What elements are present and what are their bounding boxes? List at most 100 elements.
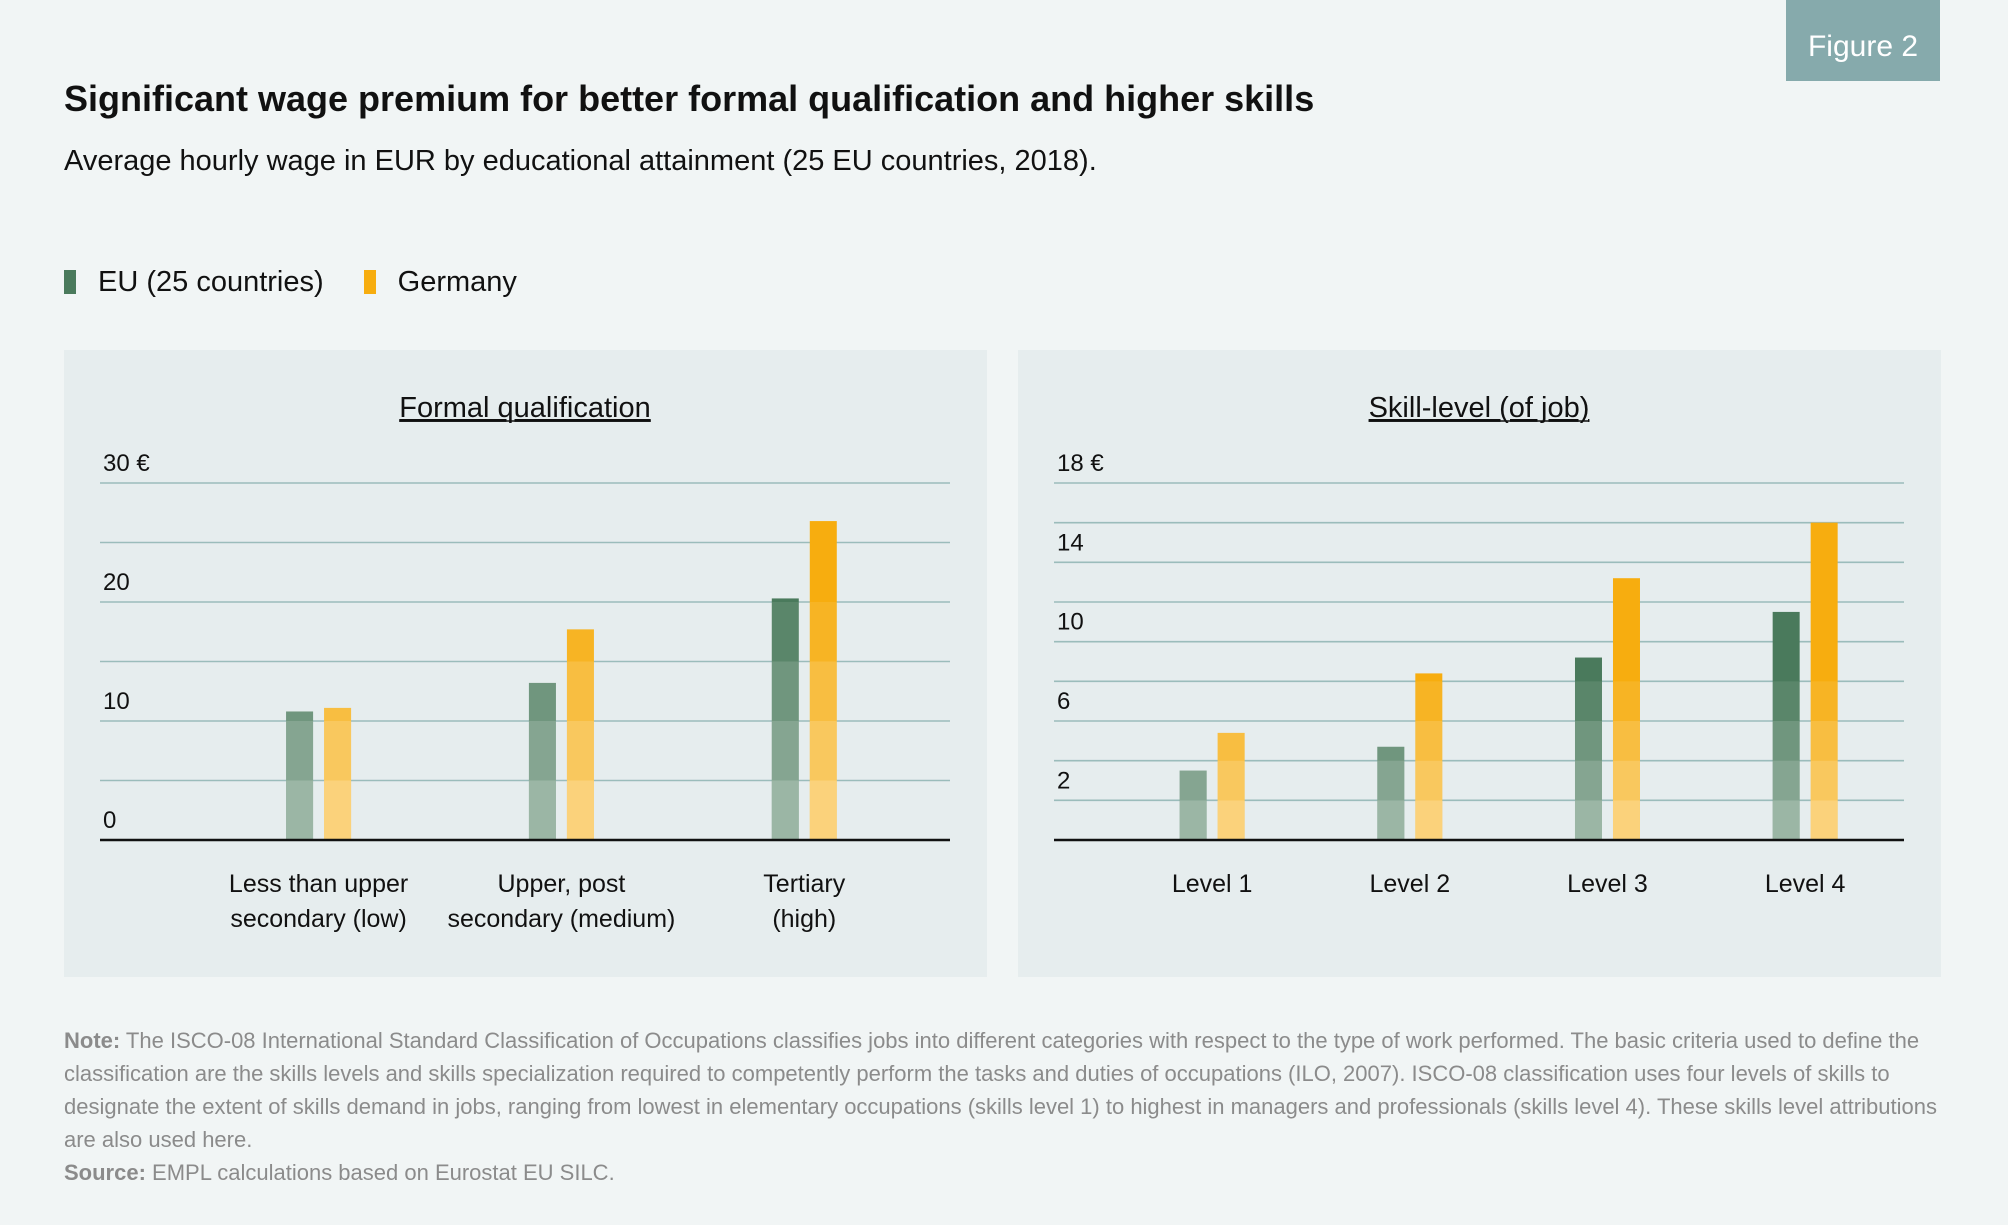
bar-shade bbox=[528, 721, 556, 781]
bar-shade bbox=[1179, 800, 1207, 840]
bar-shade bbox=[566, 721, 594, 781]
legend-label-eu: EU (25 countries) bbox=[98, 265, 324, 298]
note-text: The ISCO-08 International Standard Class… bbox=[64, 1028, 1937, 1152]
bar-germany-formal-3 bbox=[809, 521, 837, 840]
bar-fill bbox=[324, 707, 352, 840]
y-tick-label: 10 bbox=[1057, 609, 1084, 636]
category-label: Level 1 bbox=[1172, 870, 1253, 898]
bar-shade bbox=[1574, 721, 1602, 761]
bar-fill bbox=[1415, 673, 1443, 840]
bar-fill bbox=[1612, 578, 1640, 840]
bar-shade bbox=[809, 780, 837, 840]
bar-fill bbox=[771, 598, 799, 840]
y-tick-label: 2 bbox=[1057, 767, 1070, 794]
bar-shade bbox=[1612, 800, 1640, 840]
category-label: secondary (low) bbox=[230, 905, 406, 933]
bar-shade bbox=[809, 602, 837, 662]
bar-shade bbox=[809, 721, 837, 781]
bar-shade bbox=[324, 721, 352, 781]
bar-shade bbox=[324, 780, 352, 840]
category-label: Level 4 bbox=[1765, 870, 1846, 898]
bar-fill bbox=[1574, 657, 1602, 840]
chart-title: Significant wage premium for better form… bbox=[64, 78, 1315, 119]
bar-shade bbox=[1612, 721, 1640, 761]
category-label: Less than upper bbox=[229, 870, 408, 898]
bar-shade bbox=[528, 682, 556, 721]
bar-fill bbox=[1772, 611, 1800, 840]
bar-shade bbox=[286, 711, 314, 721]
y-tick-label: 6 bbox=[1057, 688, 1070, 715]
bar-shade bbox=[528, 780, 556, 840]
bar-fill bbox=[1179, 770, 1207, 840]
chart-subtitle: Average hourly wage in EUR by educationa… bbox=[64, 145, 1097, 177]
bar-shade bbox=[1772, 800, 1800, 840]
bar-eu-skill-4 bbox=[1772, 611, 1800, 840]
bar-shade bbox=[809, 661, 837, 721]
note-label: Note: bbox=[64, 1028, 121, 1053]
legend-label-germany: Germany bbox=[397, 265, 517, 298]
bar-germany-skill-3 bbox=[1612, 578, 1640, 840]
bar-shade bbox=[1217, 760, 1245, 801]
bar-shade bbox=[1377, 746, 1405, 761]
panel-skill-level: Skill-level (of job) 2 6 10 14 18 € Level 1 Lev… bbox=[1018, 350, 1941, 977]
footnote: Note: The ISCO-08 International Standard… bbox=[64, 1024, 1944, 1189]
bar-shade bbox=[1810, 681, 1838, 721]
panel-title-skill: Skill-level (of job) bbox=[1369, 392, 1590, 424]
bar-shade bbox=[1377, 800, 1405, 840]
bar-fill bbox=[1217, 732, 1245, 840]
legend-item-eu: EU (25 countries) bbox=[64, 266, 324, 299]
category-label: Upper, post bbox=[497, 870, 625, 898]
bar-shade bbox=[566, 780, 594, 840]
bar-shade bbox=[1217, 732, 1245, 761]
panel-title-formal: Formal qualification bbox=[399, 392, 650, 424]
bar-shade bbox=[286, 721, 314, 781]
bar-shade bbox=[1574, 681, 1602, 721]
bar-germany-formal-1 bbox=[324, 707, 352, 840]
category-label: (high) bbox=[772, 905, 836, 933]
bar-fill bbox=[286, 711, 314, 840]
category-label: Tertiary bbox=[763, 870, 845, 898]
bar-germany-skill-4 bbox=[1810, 522, 1838, 840]
bar-germany-skill-1 bbox=[1217, 732, 1245, 840]
y-tick-label: 10 bbox=[103, 688, 130, 715]
y-tick-label: 18 € bbox=[1057, 450, 1104, 477]
bar-shade bbox=[1810, 721, 1838, 761]
bar-shade bbox=[1377, 760, 1405, 801]
bar-shade bbox=[1415, 800, 1443, 840]
bar-germany-formal-2 bbox=[566, 629, 594, 840]
bar-shade bbox=[771, 602, 799, 662]
bar-shade bbox=[286, 780, 314, 840]
bar-shade bbox=[566, 629, 594, 662]
bar-shade bbox=[1179, 770, 1207, 801]
bar-shade bbox=[1612, 681, 1640, 721]
figure-badge: Figure 2 bbox=[1786, 0, 1940, 81]
bar-shade bbox=[1612, 760, 1640, 801]
legend-swatch-germany bbox=[363, 270, 376, 294]
bar-shade bbox=[1772, 681, 1800, 721]
bar-eu-formal-2 bbox=[528, 682, 556, 840]
bar-fill bbox=[1377, 746, 1405, 840]
bar-fill bbox=[528, 682, 556, 840]
bar-shade bbox=[1415, 681, 1443, 721]
bar-shade bbox=[771, 661, 799, 721]
legend: EU (25 countries) Germany bbox=[64, 262, 557, 302]
bar-shade bbox=[1415, 721, 1443, 761]
bar-eu-skill-2 bbox=[1377, 746, 1405, 840]
bar-shade bbox=[1415, 760, 1443, 801]
bar-shade bbox=[771, 780, 799, 840]
bar-fill bbox=[1810, 522, 1838, 840]
y-tick-label: 30 € bbox=[103, 450, 150, 477]
legend-swatch-eu bbox=[64, 270, 76, 294]
bar-eu-formal-1 bbox=[286, 711, 314, 840]
bar-shade bbox=[1772, 760, 1800, 801]
bar-shade bbox=[1810, 760, 1838, 801]
bar-eu-formal-3 bbox=[771, 598, 799, 840]
category-label: Level 2 bbox=[1370, 870, 1451, 898]
bar-shade bbox=[324, 707, 352, 721]
chart-skill-level: Skill-level (of job) 2 6 10 14 18 € Level 1 Lev… bbox=[1054, 392, 1904, 898]
bar-shade bbox=[771, 721, 799, 781]
bar-germany-skill-2 bbox=[1415, 673, 1443, 840]
bar-eu-skill-1 bbox=[1179, 770, 1207, 840]
chart-formal-qualification: Formal qualification 0 10 20 30 € Less than u… bbox=[100, 392, 950, 933]
y-tick-label: 20 bbox=[103, 569, 130, 596]
